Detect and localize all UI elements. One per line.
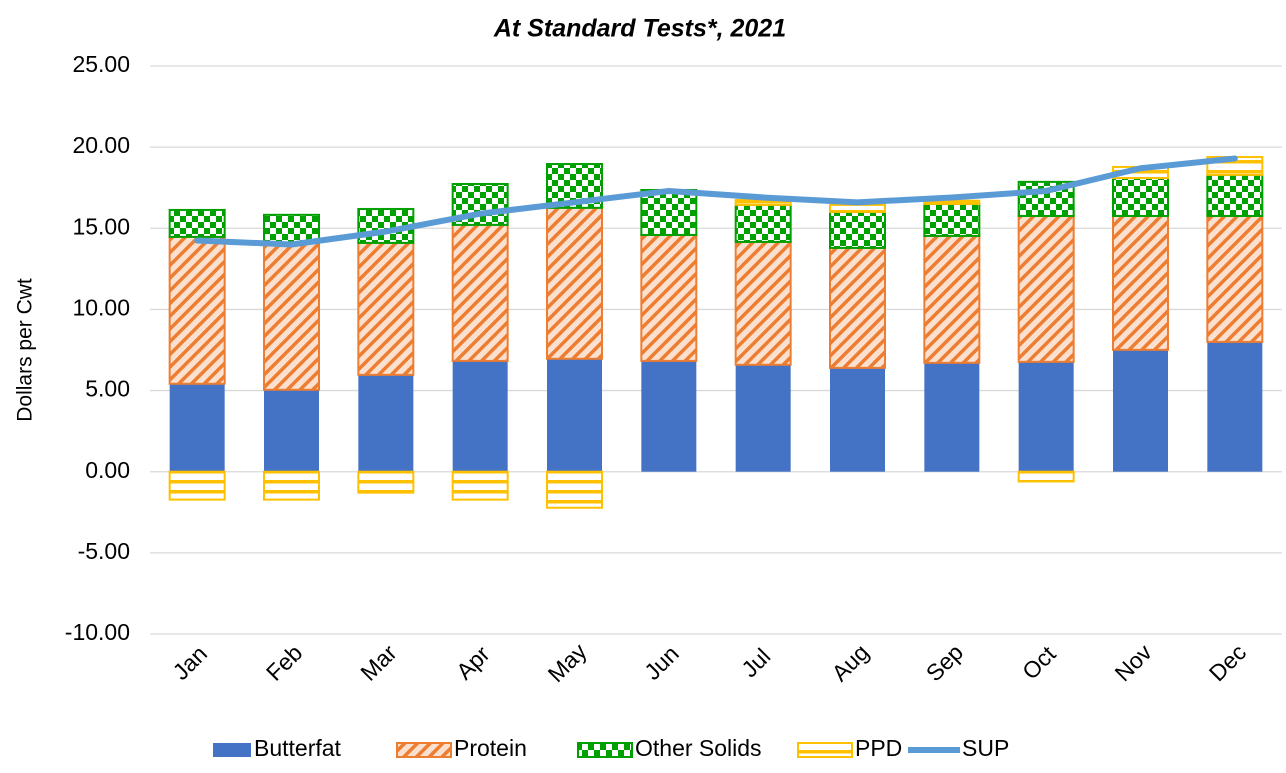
- bar-segment: [1207, 341, 1263, 472]
- x-tick-label: Oct: [1017, 640, 1061, 684]
- bar-segment: [451, 223, 509, 362]
- bar-segment: [168, 208, 226, 238]
- y-tick-label: -10.00: [65, 619, 130, 645]
- chart-title: At Standard Tests*, 2021: [493, 15, 786, 43]
- bar-segment: [923, 199, 981, 205]
- bar-segment: [451, 470, 509, 501]
- bar-segment: [263, 213, 320, 244]
- y-tick-label: -5.00: [78, 538, 130, 564]
- bar-segment: [1017, 214, 1075, 363]
- bar-segment: [1018, 361, 1074, 472]
- bar-segment: [169, 383, 225, 472]
- x-tick-label: Jul: [736, 643, 775, 682]
- bar-segment: [1206, 214, 1264, 343]
- bar-segment: [829, 246, 886, 369]
- bar-segment: [735, 364, 791, 472]
- bar-segment: [1112, 214, 1169, 351]
- x-tick-label: Feb: [261, 639, 307, 685]
- x-tick-label: Sep: [921, 639, 968, 686]
- legend-swatch: [396, 742, 452, 758]
- bar-segment: [546, 470, 603, 509]
- bar-segment: [1113, 349, 1168, 472]
- bar-segment: [168, 235, 226, 385]
- legend-label: Other Solids: [635, 735, 762, 761]
- line-series: [194, 155, 1238, 248]
- x-tick-label: Apr: [451, 641, 495, 685]
- bar-segment: [923, 202, 981, 237]
- bar-segment: [924, 362, 980, 472]
- legend-swatch: [577, 742, 633, 758]
- legend-label: Butterfat: [254, 735, 342, 761]
- bar-segment: [547, 358, 602, 472]
- bar-segment: [357, 470, 415, 494]
- x-tick-label: Jan: [168, 640, 213, 685]
- y-tick-label: 10.00: [72, 295, 130, 321]
- bar-segment: [1017, 470, 1075, 483]
- y-axis-label: Dollars per Cwt: [14, 278, 37, 422]
- bar-segment: [734, 240, 792, 366]
- x-tick-label: Nov: [1109, 639, 1157, 687]
- bar-segment: [829, 203, 886, 213]
- legend-swatch: [213, 743, 251, 757]
- y-tick-label: 0.00: [85, 457, 130, 483]
- legend-swatch: [797, 742, 853, 758]
- bar-segment: [263, 470, 320, 501]
- bar-segment: [830, 367, 885, 472]
- bar-segment: [263, 241, 320, 391]
- bar-segment: [546, 206, 603, 360]
- bar-segment: [168, 470, 226, 501]
- y-tick-label: 20.00: [72, 132, 130, 158]
- x-tick-label: Mar: [355, 639, 402, 686]
- x-tick-label: Dec: [1204, 639, 1251, 686]
- bar-segment: [1112, 176, 1169, 217]
- x-tick-label: May: [543, 638, 592, 687]
- bar-segment: [452, 360, 508, 472]
- bar-segment: [641, 360, 697, 472]
- x-tick-label: Aug: [826, 639, 873, 686]
- y-tick-label: 5.00: [85, 376, 130, 402]
- bar-segment: [734, 203, 792, 243]
- legend-label: SUP: [962, 735, 1009, 761]
- bar-segment: [640, 188, 698, 236]
- bar-segment: [264, 389, 319, 472]
- y-tick-label: 15.00: [72, 213, 130, 239]
- bar-segment: [640, 233, 698, 362]
- bar-segment: [357, 241, 415, 376]
- bar-segment: [358, 374, 414, 472]
- bar-segment: [1206, 173, 1264, 217]
- bar-segment: [829, 210, 886, 249]
- y-tick-label: 25.00: [72, 51, 130, 77]
- legend-label: Protein: [454, 735, 527, 761]
- bar-segment: [923, 234, 981, 364]
- x-tick-label: Jun: [639, 640, 684, 685]
- legend-label: PPD: [855, 735, 902, 761]
